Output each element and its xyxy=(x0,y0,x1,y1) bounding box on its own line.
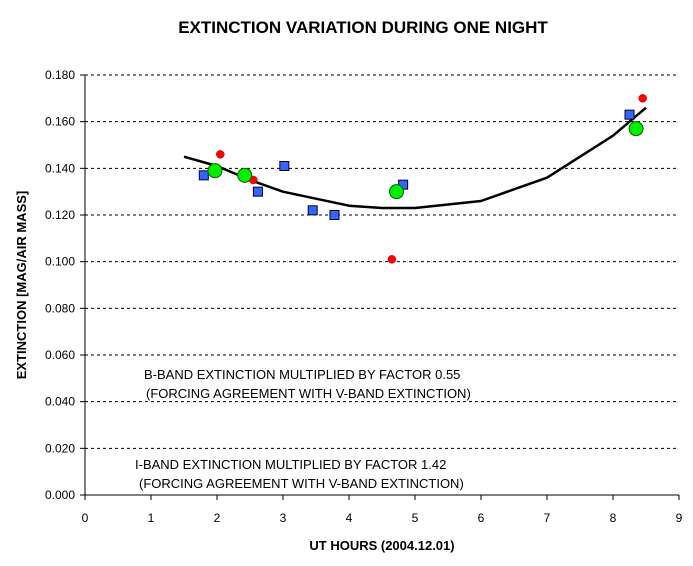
y-axis-title: EXTINCTION [MAG/AIR MASS] xyxy=(14,191,29,380)
y-tick-label: 0.020 xyxy=(45,441,75,455)
y-tick-labels: 0.000 0.020 0.040 0.060 0.080 0.100 0.120 0.140… xyxy=(45,68,75,502)
x-tick-label: 5 xyxy=(412,511,419,525)
x-tick-label: 3 xyxy=(280,511,287,525)
annotation-text: I-BAND EXTINCTION MULTIPLIED BY FACTOR 1… xyxy=(135,457,446,472)
grid-lines xyxy=(85,74,679,449)
y-tick-label: 0.180 xyxy=(45,68,75,82)
y-tick-label: 0.100 xyxy=(45,255,75,269)
x-tick-label: 4 xyxy=(346,511,353,525)
blue-square-point xyxy=(252,186,263,197)
green-circle-point xyxy=(389,184,405,200)
red-circle-point xyxy=(216,150,225,159)
x-tick-label: 9 xyxy=(676,511,683,525)
y-tick-label: 0.040 xyxy=(45,395,75,409)
red-circle-point xyxy=(638,94,647,103)
annotation-text: (FORCING AGREEMENT WITH V-BAND EXTINCTIO… xyxy=(139,476,464,491)
blue-square-point xyxy=(329,210,340,220)
green-circle-point xyxy=(628,121,644,137)
red-circle-point xyxy=(387,255,397,264)
y-tick-label: 0.060 xyxy=(45,348,75,362)
y-tick-label: 0.140 xyxy=(45,161,75,175)
x-tick-label: 2 xyxy=(214,511,221,525)
x-tick-label: 6 xyxy=(478,511,485,525)
x-tick-label: 0 xyxy=(82,511,89,525)
blue-square-point xyxy=(279,161,290,171)
blue-square-point xyxy=(307,205,318,216)
y-tick-label: 0.160 xyxy=(45,115,75,129)
axes xyxy=(80,74,680,500)
annotations: B-BAND EXTINCTION MULTIPLIED BY FACTOR 0… xyxy=(135,367,471,491)
x-tick-label: 1 xyxy=(148,511,155,525)
series xyxy=(183,94,647,264)
annotation-text: B-BAND EXTINCTION MULTIPLIED BY FACTOR 0… xyxy=(144,367,460,382)
y-tick-label: 0.000 xyxy=(45,488,75,502)
green-circle-point xyxy=(237,167,253,183)
green-circle-point xyxy=(207,163,223,179)
x-tick-label: 7 xyxy=(544,511,551,525)
chart-title: EXTINCTION VARIATION DURING ONE NIGHT xyxy=(178,18,548,37)
blue-square-point xyxy=(624,109,635,120)
annotation-text: (FORCING AGREEMENT WITH V-BAND EXTINCTIO… xyxy=(146,386,471,401)
plot-area xyxy=(85,75,679,495)
x-tick-labels: 0 1 2 3 4 5 6 7 8 9 xyxy=(82,511,683,525)
y-tick-label: 0.080 xyxy=(45,301,75,315)
x-tick-label: 8 xyxy=(610,511,617,525)
y-tick-label: 0.120 xyxy=(45,208,75,222)
blue-square-point xyxy=(198,170,209,181)
x-axis-title: UT HOURS (2004.12.01) xyxy=(309,538,454,553)
